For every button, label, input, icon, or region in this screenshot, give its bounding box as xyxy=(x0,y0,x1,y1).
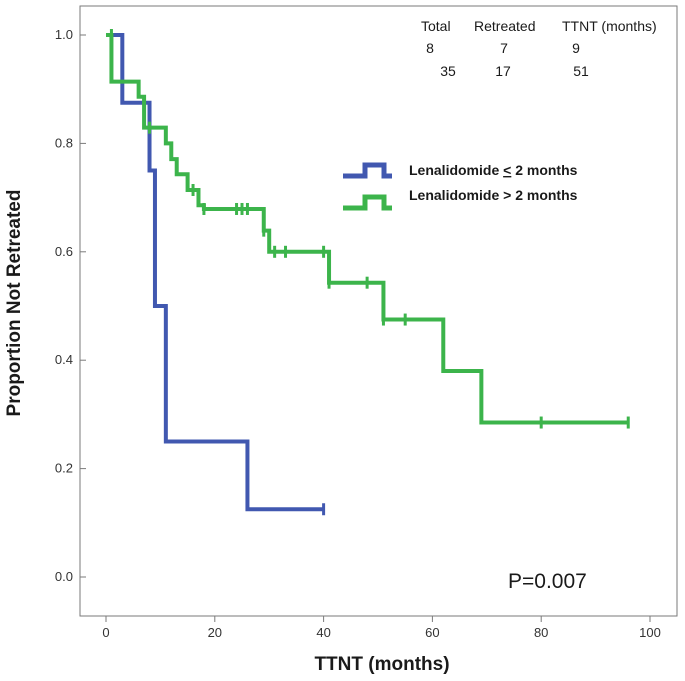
y-axis-title: Proportion Not Retreated xyxy=(4,190,25,417)
summary-table: Total Retreated TTNT (months) 8 7 9 35 1… xyxy=(421,18,657,79)
x-tick-label: 40 xyxy=(316,625,330,640)
table-header-ttnt: TTNT (months) xyxy=(562,18,657,34)
table-row1-total: 8 xyxy=(426,40,434,56)
legend-label-series-1: Lenalidomide < 2 months xyxy=(409,162,578,178)
legend-label-series-2: Lenalidomide > 2 months xyxy=(409,187,578,203)
survival-curve-series-2 xyxy=(106,33,629,425)
x-tick-label: 20 xyxy=(208,625,222,640)
table-row2-total: 35 xyxy=(440,63,456,79)
x-tick-label: 80 xyxy=(534,625,548,640)
p-value-annotation: P=0.007 xyxy=(508,570,587,593)
y-tick-label: 0.6 xyxy=(55,244,73,259)
legend-line-series-1 xyxy=(343,162,392,179)
legend-symbol-series-1: < xyxy=(503,162,511,178)
x-axis: 0 20 40 60 80 100 xyxy=(102,616,661,640)
survival-curve-series-1 xyxy=(106,33,324,512)
y-tick-label: 0.4 xyxy=(55,352,73,367)
table-row1-retreated: 7 xyxy=(500,40,508,56)
plot-frame xyxy=(79,5,678,617)
table-header-retreated: Retreated xyxy=(474,18,535,34)
series-layer xyxy=(106,29,630,516)
y-tick-label: 1.0 xyxy=(55,27,73,42)
x-tick-label: 0 xyxy=(102,625,109,640)
y-tick-label: 0.8 xyxy=(55,135,73,150)
table-row2-ttnt: 51 xyxy=(573,63,589,79)
table-row2-retreated: 17 xyxy=(495,63,511,79)
table-row1-ttnt: 9 xyxy=(572,40,580,56)
legend-line-series-2 xyxy=(343,194,392,211)
y-axis: 0.0 0.2 0.4 0.6 0.8 1.0 xyxy=(55,27,86,584)
x-axis-title: TTNT (months) xyxy=(314,654,449,675)
y-tick-label: 0.0 xyxy=(55,569,73,584)
x-tick-label: 60 xyxy=(425,625,439,640)
legend: Lenalidomide < 2 months Lenalidomide > 2… xyxy=(343,162,578,211)
table-header-total: Total xyxy=(421,18,451,34)
y-tick-label: 0.2 xyxy=(55,461,73,476)
x-tick-label: 100 xyxy=(639,625,661,640)
